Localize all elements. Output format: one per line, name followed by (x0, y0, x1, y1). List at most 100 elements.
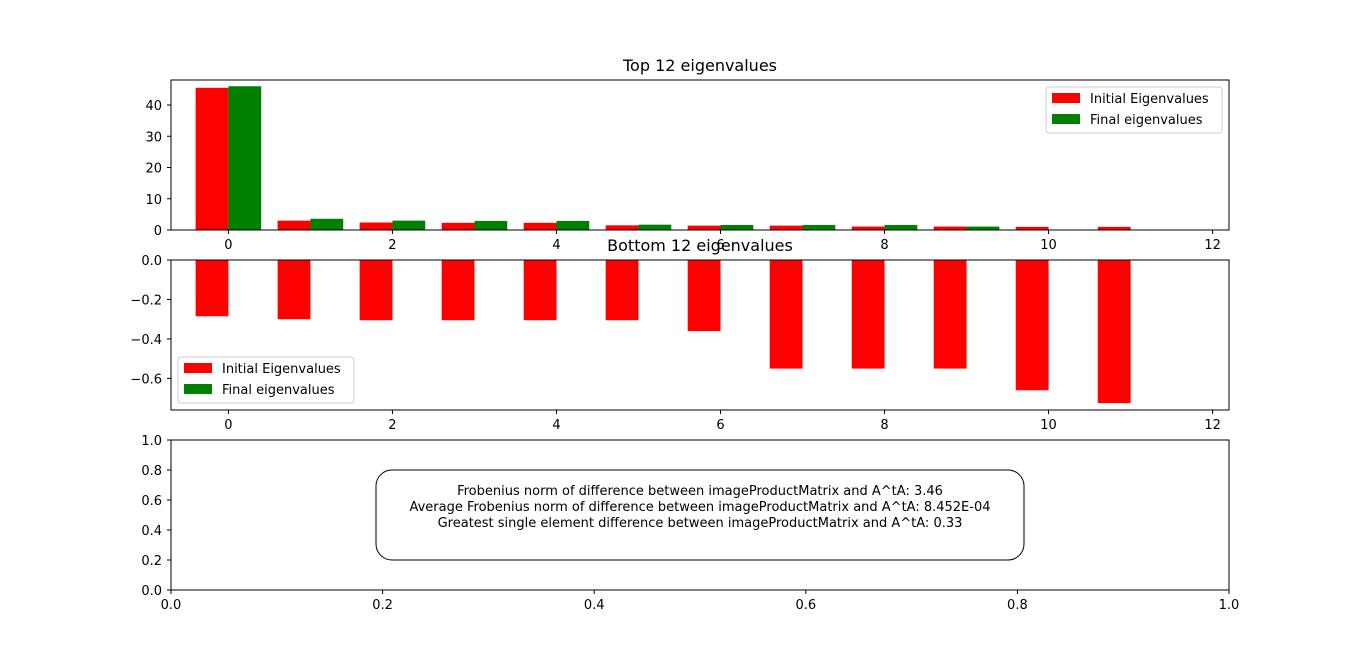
x-tick-label: 12 (1204, 418, 1221, 433)
x-tick-label: 8 (880, 418, 888, 433)
bottom-legend-label-final: Final eigenvalues (222, 383, 335, 398)
y-tick-label: −0.2 (130, 293, 162, 308)
y-tick-label: 1.0 (141, 434, 162, 449)
initial-eigenvalue-bar (933, 260, 967, 369)
annotation-frobenius-norm: Frobenius norm of difference between ima… (457, 484, 943, 499)
top-legend-swatch-initial (1052, 93, 1080, 103)
x-tick-label: 0.8 (1007, 598, 1028, 613)
bottom-y-ticks: 0.0 −0.2 −0.4 −0.6 (130, 254, 171, 387)
y-tick-label: 40 (145, 99, 162, 114)
y-tick-label: 10 (145, 193, 162, 208)
initial-eigenvalue-bar (523, 222, 557, 230)
final-eigenvalue-bar (638, 224, 672, 230)
initial-eigenvalue-bar (769, 225, 803, 230)
top-final-series (228, 86, 1000, 230)
top-legend: Initial Eigenvalues Final eigenvalues (1045, 86, 1223, 134)
bottom-legend: Initial Eigenvalues Final eigenvalues (177, 356, 355, 404)
final-eigenvalue-bar (228, 86, 262, 230)
bottom-legend-box (177, 356, 355, 404)
initial-eigenvalue-bar (605, 225, 639, 230)
initial-eigenvalue-bar (933, 226, 967, 230)
x-tick-label: 10 (1040, 418, 1057, 433)
top-y-ticks: 0 10 20 30 40 (145, 99, 171, 239)
top-legend-label-final: Final eigenvalues (1090, 113, 1203, 128)
top-legend-swatch-final (1052, 114, 1080, 124)
top-x-ticks: 0 2 4 6 8 10 12 (224, 230, 1221, 253)
bottom-initial-series (195, 260, 1131, 404)
initial-eigenvalue-bar (277, 260, 311, 320)
bottom-x-ticks: 0 2 4 6 8 10 12 (224, 410, 1221, 433)
y-tick-label: 0.6 (141, 494, 162, 509)
bottom-chart-title: Bottom 12 eigenvalues (607, 236, 793, 255)
x-tick-label: 0 (224, 238, 232, 253)
initial-eigenvalue-bar (359, 222, 393, 230)
initial-eigenvalue-bar (851, 226, 885, 230)
annotation-average-frobenius: Average Frobenius norm of difference bet… (409, 500, 990, 515)
y-tick-label: 0.0 (141, 584, 162, 599)
x-tick-label: 1.0 (1219, 598, 1240, 613)
stats-axes-frame (170, 439, 1230, 591)
initial-eigenvalue-bar (769, 260, 803, 369)
initial-eigenvalue-bar (523, 260, 557, 321)
initial-eigenvalue-bar (195, 260, 229, 317)
initial-eigenvalue-bar (687, 260, 721, 332)
initial-eigenvalue-bar (851, 260, 885, 369)
y-tick-label: 0.8 (141, 464, 162, 479)
top-legend-box (1045, 86, 1223, 134)
final-eigenvalue-bar (474, 220, 508, 230)
initial-eigenvalue-bar (441, 222, 475, 230)
initial-eigenvalue-bar (359, 260, 393, 321)
x-tick-label: 0.4 (584, 598, 605, 613)
top-legend-label-initial: Initial Eigenvalues (1090, 92, 1209, 107)
final-eigenvalue-bar (966, 226, 1000, 230)
initial-eigenvalue-bar (1097, 226, 1131, 230)
x-tick-label: 4 (552, 418, 560, 433)
initial-eigenvalue-bar (1015, 226, 1049, 230)
y-tick-label: 0.2 (141, 554, 162, 569)
x-tick-label: 0.0 (161, 598, 182, 613)
final-eigenvalue-bar (884, 225, 918, 230)
x-tick-label: 10 (1040, 238, 1057, 253)
x-tick-label: 4 (552, 238, 560, 253)
y-tick-label: 0.0 (141, 254, 162, 269)
initial-eigenvalue-bar (687, 225, 721, 230)
final-eigenvalue-bar (802, 225, 836, 230)
initial-eigenvalue-bar (441, 260, 475, 321)
y-tick-label: 0.4 (141, 524, 162, 539)
stats-x-ticks: 0.0 0.2 0.4 0.6 0.8 1.0 (161, 590, 1240, 613)
x-tick-label: 12 (1204, 238, 1221, 253)
x-tick-label: 6 (716, 238, 724, 253)
final-eigenvalue-bar (556, 220, 590, 230)
x-tick-label: 2 (388, 418, 396, 433)
y-tick-label: −0.6 (130, 372, 162, 387)
top-chart-title: Top 12 eigenvalues (622, 56, 777, 75)
initial-eigenvalue-bar (195, 87, 229, 230)
bottom-axes-frame (170, 259, 1230, 411)
initial-eigenvalue-bar (1097, 260, 1131, 404)
y-tick-label: 0 (154, 224, 162, 239)
top-initial-series (195, 87, 1131, 230)
initial-eigenvalue-bar (277, 220, 311, 230)
x-tick-label: 0 (224, 418, 232, 433)
stats-y-ticks: 0.0 0.2 0.4 0.6 0.8 1.0 (141, 434, 171, 599)
bottom-legend-swatch-final (184, 384, 212, 394)
stats-annotation-box (375, 469, 1025, 561)
x-tick-label: 6 (716, 418, 724, 433)
initial-eigenvalue-bar (605, 260, 639, 321)
final-eigenvalue-bar (392, 220, 426, 230)
top-eigenvalues-axes: Top 12 eigenvalues 0 2 4 6 8 10 12 0 10 20 30 40 I… (145, 56, 1230, 253)
top-axes-frame (170, 79, 1230, 231)
y-tick-label: 20 (145, 162, 162, 177)
y-tick-label: 30 (145, 130, 162, 145)
bottom-legend-swatch-initial (184, 363, 212, 373)
bottom-legend-label-initial: Initial Eigenvalues (222, 362, 341, 377)
stats-axes: 0.0 0.2 0.4 0.6 0.8 1.0 0.0 0.2 0.4 0.6 0.8 1.0 Fr… (141, 434, 1239, 613)
x-tick-label: 8 (880, 238, 888, 253)
x-tick-label: 0.2 (372, 598, 393, 613)
x-tick-label: 0.6 (795, 598, 816, 613)
annotation-greatest-difference: Greatest single element difference betwe… (438, 516, 963, 531)
final-eigenvalue-bar (720, 225, 754, 230)
x-tick-label: 2 (388, 238, 396, 253)
bottom-eigenvalues-axes: 0 2 4 6 8 10 12 0.0 −0.2 −0.4 −0.6 Bottom 12 eige… (130, 236, 1230, 433)
